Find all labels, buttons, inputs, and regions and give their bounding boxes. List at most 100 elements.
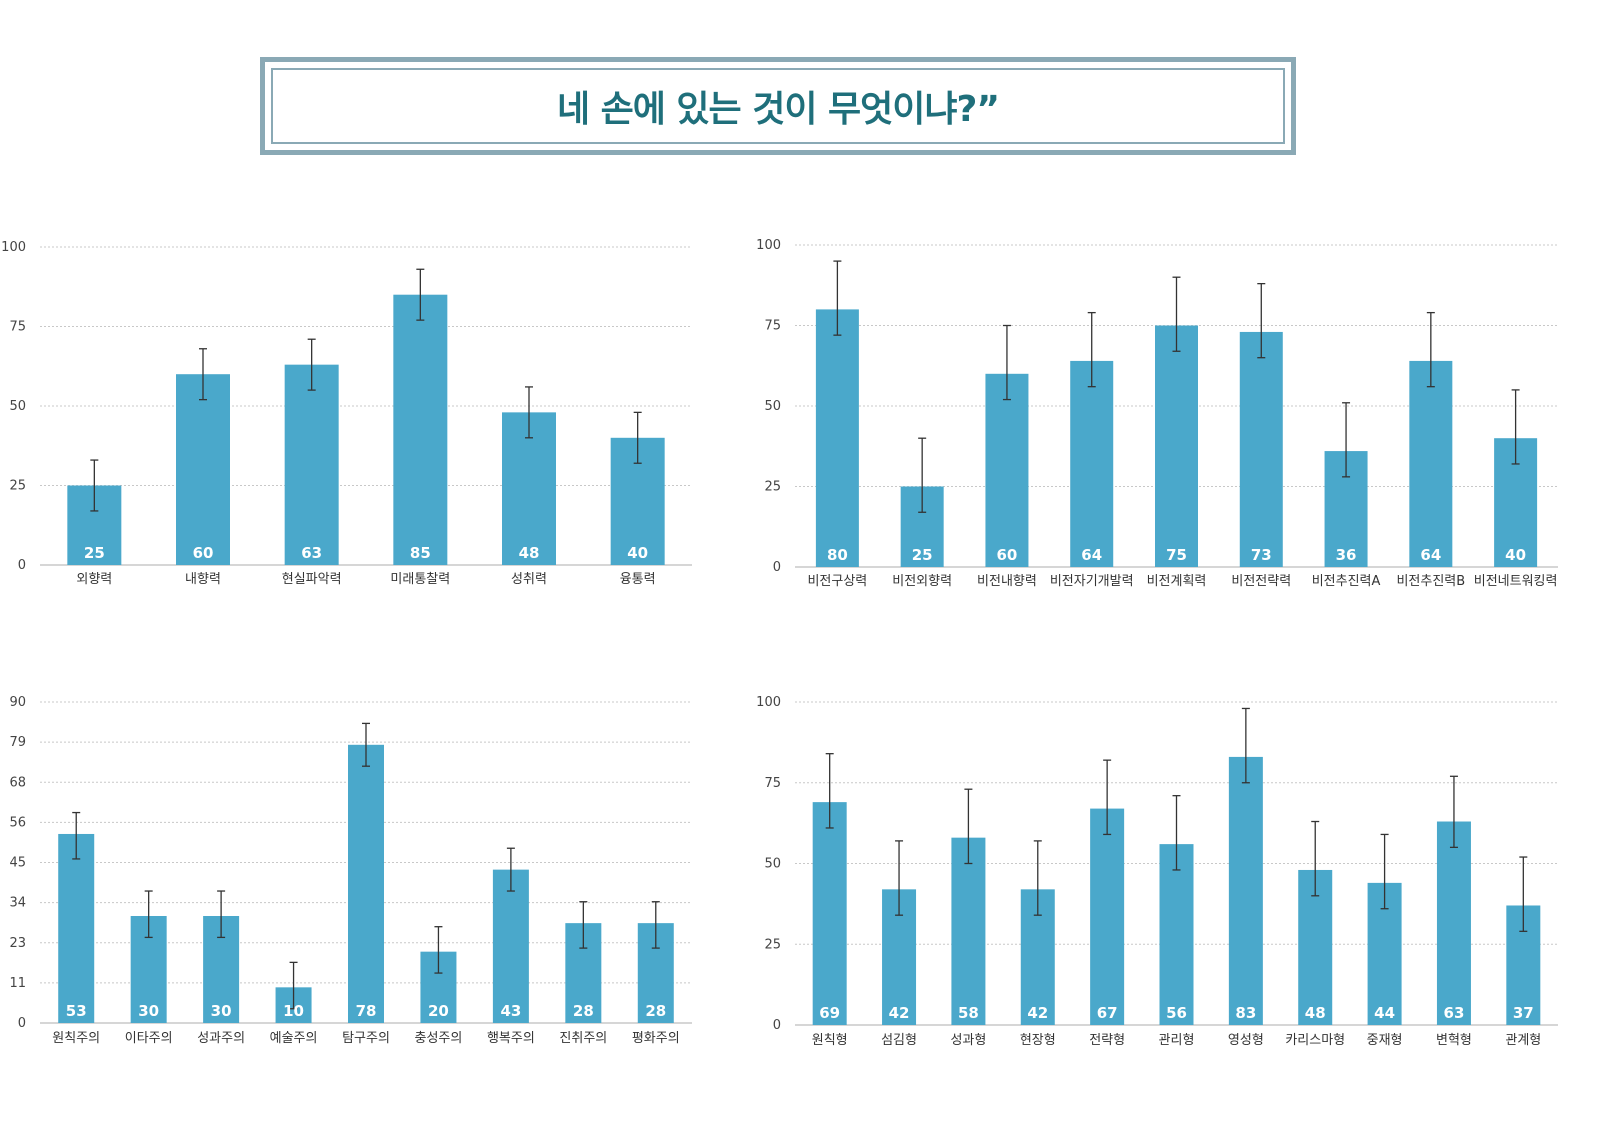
category-label: 비전계획력 [1147, 574, 1207, 589]
data-label: 36 [1336, 546, 1357, 564]
bar-chart-3: 0 11 23 34 45 56 68 79 90 53 원칙주의 30 이타주의 30 성과주의 10 예술주… [9, 695, 692, 1046]
category-label: 이타주의 [125, 1031, 173, 1046]
category-label: 영성형 [1228, 1033, 1264, 1048]
bar [492, 869, 529, 1023]
y-tick-label: 75 [9, 320, 26, 335]
y-tick-label: 75 [764, 319, 781, 334]
category-label: 전략형 [1089, 1033, 1125, 1048]
data-label: 58 [958, 1004, 979, 1022]
category-label: 융통력 [620, 572, 656, 587]
category-label: 관리형 [1159, 1033, 1195, 1048]
data-label: 43 [500, 1002, 521, 1020]
data-label: 60 [997, 546, 1018, 564]
bar [1436, 821, 1471, 1025]
data-label: 40 [1505, 546, 1526, 564]
data-label: 44 [1374, 1004, 1395, 1022]
data-label: 80 [827, 546, 848, 564]
y-tick-label: 90 [9, 695, 26, 710]
y-tick-label: 50 [764, 857, 781, 872]
title-frame: 네 손에 있는 것이 무엇이냐?” [260, 57, 1296, 155]
category-label: 비전네트워킹력 [1474, 574, 1558, 589]
category-label: 카리스마형 [1285, 1033, 1345, 1048]
y-tick-label: 56 [9, 815, 26, 830]
y-tick-label: 100 [756, 695, 781, 710]
category-label: 원칙주의 [52, 1031, 100, 1046]
bar [58, 833, 95, 1023]
data-label: 85 [410, 544, 431, 562]
bar-chart-4: 0 25 50 75 100 69 원칙형 42 섬김형 58 성과형 42 현장형 67 전략형 56 관리형… [756, 695, 1558, 1048]
category-label: 성과주의 [197, 1031, 245, 1046]
category-label: 예술주의 [270, 1031, 318, 1046]
bar [393, 294, 448, 565]
y-tick-label: 45 [9, 856, 26, 871]
bar [1159, 844, 1194, 1025]
data-label: 63 [1444, 1004, 1465, 1022]
data-label: 37 [1513, 1004, 1534, 1022]
bar [348, 744, 384, 1023]
category-label: 내향력 [185, 572, 221, 587]
y-tick-label: 0 [773, 1018, 781, 1033]
data-label: 48 [519, 544, 540, 562]
y-tick-label: 34 [9, 896, 26, 911]
y-tick-label: 50 [9, 399, 26, 414]
data-label: 78 [356, 1002, 377, 1020]
y-tick-label: 79 [9, 735, 26, 750]
y-tick-label: 25 [764, 937, 781, 952]
bar [812, 802, 847, 1025]
category-label: 관계형 [1505, 1033, 1541, 1048]
data-label: 63 [301, 544, 322, 562]
data-label: 28 [645, 1002, 666, 1020]
category-label: 섬김형 [881, 1033, 917, 1048]
y-tick-label: 100 [756, 238, 781, 253]
data-label: 64 [1420, 546, 1441, 564]
data-label: 75 [1166, 546, 1187, 564]
category-label: 성취력 [511, 572, 547, 587]
bar-chart-1: 0 25 50 75 100 25 외향력 60 내향력 63 현실파악력 85 미래통찰력 48 성취력 4… [1, 240, 692, 587]
category-label: 현장형 [1020, 1033, 1056, 1048]
data-label: 42 [1027, 1004, 1048, 1022]
y-tick-label: 50 [764, 399, 781, 414]
y-tick-label: 100 [1, 240, 26, 255]
category-label: 충성주의 [415, 1031, 463, 1046]
category-label: 비전내향력 [977, 574, 1037, 589]
data-label: 67 [1097, 1004, 1118, 1022]
data-label: 42 [889, 1004, 910, 1022]
y-tick-label: 0 [773, 560, 781, 575]
data-label: 25 [912, 546, 933, 564]
category-label: 진취주의 [559, 1031, 607, 1046]
bar [815, 309, 859, 567]
data-label: 10 [283, 1002, 304, 1020]
data-label: 20 [428, 1002, 449, 1020]
bar [284, 364, 339, 565]
category-label: 비전추진력B [1396, 574, 1465, 589]
category-label: 비전외향력 [892, 574, 952, 589]
data-label: 40 [627, 544, 648, 562]
category-label: 중재형 [1367, 1033, 1403, 1048]
data-label: 60 [193, 544, 214, 562]
data-label: 25 [84, 544, 105, 562]
bar [1228, 756, 1263, 1025]
y-tick-label: 11 [9, 976, 26, 991]
data-label: 73 [1251, 546, 1272, 564]
category-label: 비전추진력A [1312, 574, 1381, 589]
data-label: 30 [138, 1002, 159, 1020]
bar [1239, 331, 1283, 567]
category-label: 비전전략력 [1231, 574, 1291, 589]
bar [1155, 325, 1198, 567]
bar [985, 373, 1029, 567]
data-label: 30 [211, 1002, 232, 1020]
y-tick-label: 68 [9, 775, 26, 790]
data-label: 53 [66, 1002, 87, 1020]
category-label: 행복주의 [487, 1030, 535, 1046]
bar [951, 837, 986, 1025]
y-tick-label: 23 [9, 936, 26, 951]
data-label: 64 [1081, 546, 1102, 564]
page-title: 네 손에 있는 것이 무엇이냐?” [557, 89, 1000, 130]
category-label: 외향력 [76, 572, 112, 587]
title-inner-border: 네 손에 있는 것이 무엇이냐?” [271, 68, 1285, 144]
category-label: 변혁형 [1436, 1033, 1472, 1048]
y-tick-label: 0 [18, 1016, 26, 1031]
category-label: 비전구상력 [807, 574, 867, 589]
data-label: 48 [1305, 1004, 1326, 1022]
category-label: 원칙형 [812, 1033, 848, 1048]
